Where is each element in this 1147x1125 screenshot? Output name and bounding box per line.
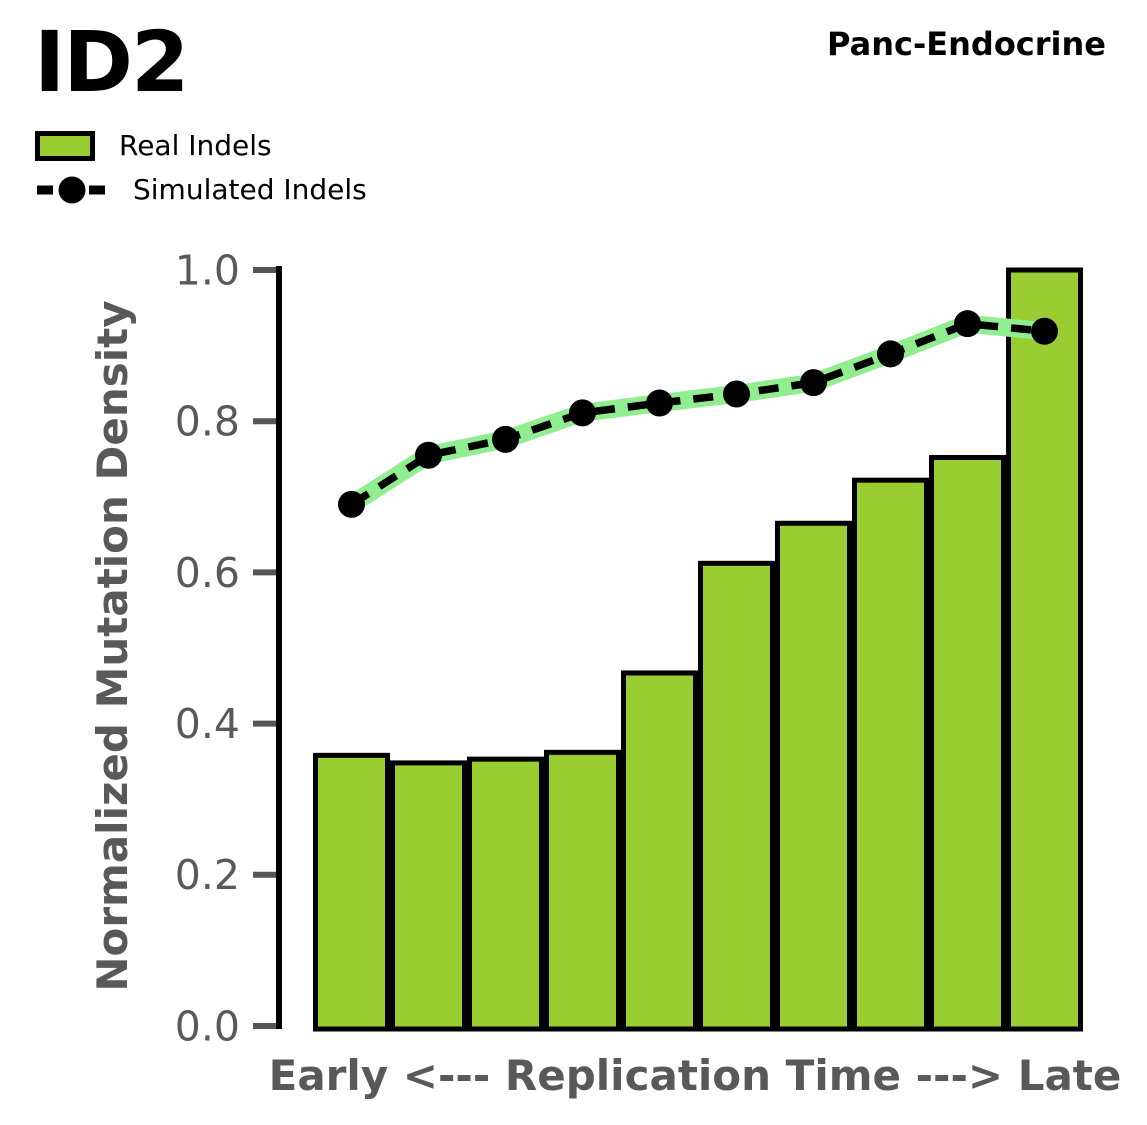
page-title: ID2	[34, 13, 189, 111]
y-tick-label: 1.0	[175, 246, 240, 294]
y-tick-label: 0.2	[175, 851, 240, 899]
simulated-indels-marker	[338, 490, 365, 518]
simulated-indels-marker	[1031, 317, 1058, 345]
real-indels-bar	[775, 520, 852, 1032]
simulated-indels-marker	[723, 380, 750, 408]
x-axis-label: Early <--- Replication Time ---> Late	[269, 1051, 1122, 1100]
simulated-indels-marker	[800, 369, 827, 397]
real-indels-bar	[852, 477, 929, 1032]
y-axis-label: Normalized Mutation Density	[88, 300, 137, 991]
simulated-indels-dashed-line	[349, 319, 1045, 508]
real-indels-bar	[467, 756, 544, 1032]
simulated-indels-marker	[492, 425, 519, 453]
real-indels-bar	[313, 752, 390, 1032]
simulated-indels-marker	[954, 310, 981, 338]
legend-label-real-indels: Real Indels	[119, 129, 272, 162]
real-indels-bar	[929, 454, 1006, 1032]
y-tick-label: 0.0	[175, 1002, 240, 1050]
simulated-indels-marker	[877, 340, 904, 368]
real-indels-bar	[390, 760, 467, 1032]
simulated-indels-markers	[338, 310, 1058, 518]
y-tick-label: 0.8	[175, 398, 240, 446]
dashed-line-marker-icon	[37, 176, 107, 204]
y-tick-label: 0.4	[175, 700, 240, 748]
real-indels-bar	[698, 560, 775, 1032]
legend-item-real-indels: Real Indels	[35, 129, 367, 163]
real-indels-bars	[313, 267, 1083, 1032]
real-indels-bar	[544, 749, 621, 1032]
y-tick-label: 0.6	[175, 549, 240, 597]
simulated-indels-marker	[415, 441, 442, 469]
real-indels-bar	[621, 670, 698, 1032]
legend-item-simulated-indels: Simulated Indels	[35, 173, 367, 207]
simulated-indels-marker	[646, 389, 673, 417]
legend: Real Indels Simulated Indels	[35, 129, 367, 207]
dashed-line	[349, 319, 1045, 508]
real-indels-bar	[1006, 267, 1083, 1032]
cohort-label: Panc-Endocrine	[827, 25, 1106, 63]
y-axis-ticks: 0.0 0.2 0.4 0.6 0.8 1.0	[175, 246, 276, 1050]
legend-label-simulated-indels: Simulated Indels	[133, 173, 367, 206]
simulated-indels-marker	[569, 399, 596, 427]
bar-swatch-icon	[35, 131, 95, 161]
